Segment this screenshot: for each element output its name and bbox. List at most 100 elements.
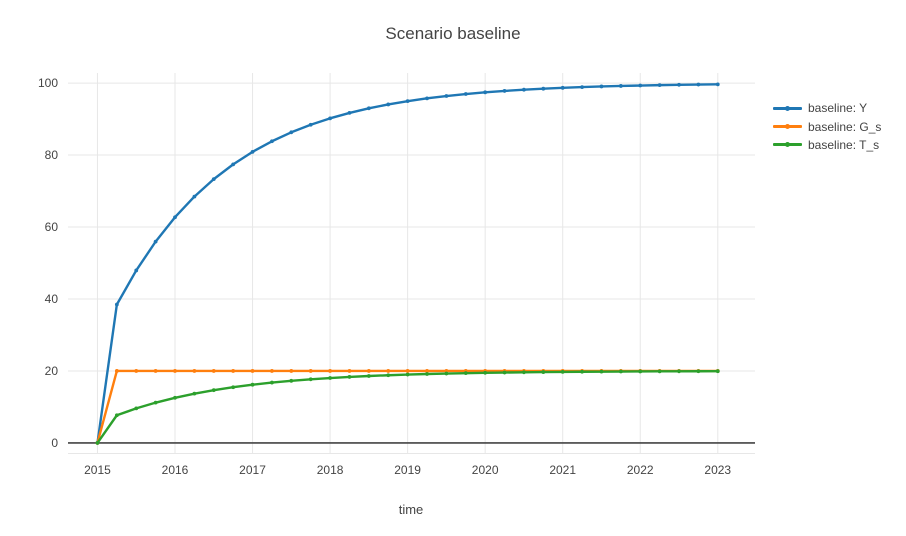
series-marker — [599, 369, 604, 374]
legend: baseline: Y baseline: G_s baseline: T_s — [773, 99, 881, 154]
series-marker — [483, 90, 488, 95]
series-marker — [114, 413, 119, 418]
legend-item[interactable]: baseline: G_s — [773, 117, 881, 135]
series-marker — [696, 369, 701, 374]
series-marker — [231, 385, 236, 390]
series-marker — [444, 94, 449, 98]
series-marker — [153, 369, 158, 373]
series-marker — [425, 96, 429, 101]
legend-item[interactable]: baseline: Y — [773, 99, 881, 117]
series-marker — [696, 82, 701, 87]
series-marker — [502, 89, 507, 93]
series-marker — [308, 122, 313, 127]
series-marker — [463, 371, 468, 376]
series-marker — [192, 369, 197, 373]
series-marker — [618, 369, 623, 374]
legend-line-swatch — [773, 124, 802, 130]
y-tick-label: 80 — [44, 148, 58, 163]
series-marker — [134, 369, 139, 373]
series-marker — [541, 86, 546, 91]
series-marker — [192, 391, 197, 396]
y-tick-label: 100 — [37, 76, 58, 91]
series-marker — [134, 268, 139, 273]
legend-label: baseline: T_s — [808, 137, 880, 152]
legend-label: baseline: Y — [808, 101, 868, 116]
series-marker — [638, 83, 643, 88]
x-tick-label: 2018 — [316, 463, 344, 477]
legend-line-swatch — [773, 142, 802, 148]
series-marker — [153, 239, 158, 244]
series-marker — [386, 373, 391, 378]
series-marker — [657, 83, 662, 88]
series-marker — [308, 369, 313, 373]
series-marker — [483, 370, 488, 375]
x-tick-label: 2022 — [626, 463, 654, 477]
series-marker — [502, 370, 507, 375]
series-marker — [347, 369, 352, 373]
series-marker — [366, 106, 371, 111]
series-marker — [173, 215, 177, 220]
legend-marker-dot — [785, 124, 790, 130]
series-marker — [677, 369, 681, 374]
series-marker — [289, 130, 294, 135]
series-marker — [95, 441, 100, 445]
x-tick-label: 2015 — [84, 463, 111, 477]
series-marker — [270, 380, 274, 385]
x-tick-label: 2016 — [161, 463, 189, 477]
series-marker — [560, 85, 565, 90]
series-marker — [289, 378, 294, 383]
series-marker — [444, 371, 449, 376]
series-marker — [444, 369, 449, 373]
x-axis-title: time — [398, 502, 424, 517]
series-marker — [134, 406, 139, 411]
series-marker — [270, 369, 274, 373]
legend-item[interactable]: baseline: T_s — [773, 136, 881, 154]
series-marker — [677, 82, 681, 87]
series-marker — [328, 116, 332, 121]
series-marker — [250, 382, 255, 387]
x-tick-label: 2019 — [394, 463, 421, 477]
series-marker — [715, 369, 720, 374]
series-marker — [308, 377, 313, 382]
legend-label: baseline: G_s — [808, 119, 882, 134]
series-marker — [580, 85, 584, 90]
series-marker — [405, 99, 410, 104]
series-marker — [192, 194, 197, 199]
series-marker — [425, 372, 429, 376]
chart-title: Scenario baseline — [385, 24, 521, 43]
series-marker — [231, 162, 236, 167]
series-marker — [114, 369, 119, 373]
series-marker — [541, 370, 546, 374]
series-marker — [522, 370, 526, 375]
legend-line-swatch — [773, 105, 802, 111]
series-marker — [405, 372, 410, 377]
y-tick-label: 60 — [44, 220, 58, 234]
x-tick-label: 2023 — [704, 463, 732, 477]
series-marker — [173, 395, 177, 400]
y-tick-label: 0 — [51, 435, 58, 450]
y-tick-label: 40 — [44, 291, 58, 306]
series-marker — [386, 102, 391, 107]
series-marker — [347, 375, 352, 379]
legend-marker-dot — [785, 142, 790, 148]
series-marker — [270, 139, 274, 144]
x-tick-label: 2017 — [239, 463, 266, 477]
series-marker — [211, 388, 216, 393]
series-marker — [231, 369, 236, 373]
series-marker — [522, 87, 526, 92]
series-marker — [347, 111, 352, 115]
series-marker — [386, 369, 391, 373]
series-marker — [657, 369, 662, 374]
series-marker — [366, 374, 371, 378]
series-marker — [560, 369, 565, 374]
x-tick-label: 2020 — [471, 463, 499, 477]
y-tick-label: 20 — [44, 363, 58, 378]
series-marker — [328, 369, 332, 373]
series-marker — [638, 369, 643, 374]
x-tick-label: 2021 — [549, 463, 577, 477]
series-marker — [618, 84, 623, 88]
series-marker — [463, 92, 468, 96]
series-marker — [366, 369, 371, 373]
